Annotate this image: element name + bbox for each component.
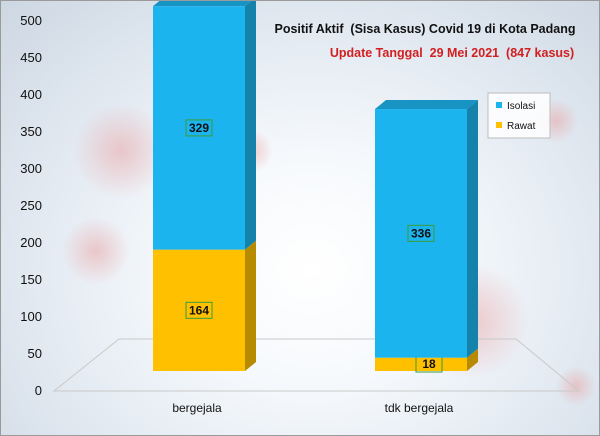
- chart-subtitle: Update Tanggal 29 Mei 2021 (847 kasus): [330, 46, 574, 60]
- x-category-label: tdk bergejala: [385, 401, 454, 415]
- x-axis: bergejala tdk bergejala: [172, 401, 453, 415]
- bar-top-face: [375, 100, 478, 110]
- bar-front-face: [153, 249, 245, 371]
- y-tick-label: 350: [20, 124, 42, 139]
- data-label-text: 164: [189, 303, 209, 317]
- bars-group: 164 329 18 336: [153, 1, 478, 373]
- legend-swatch: [496, 122, 502, 128]
- bar-side-face: [467, 100, 478, 358]
- data-label-box: [185, 119, 213, 137]
- data-label-text: 329: [189, 121, 209, 135]
- y-tick-label: 300: [20, 161, 42, 176]
- y-tick-label: 450: [20, 50, 42, 65]
- y-axis: 0 50 100 150 200 250 300 350 400 450 500: [20, 13, 42, 398]
- bar-side-face: [467, 348, 478, 371]
- virus-blob: [556, 366, 596, 406]
- y-tick-label: 150: [20, 272, 42, 287]
- chart-titles: Positif Aktif (Sisa Kasus) Covid 19 di K…: [275, 22, 576, 60]
- chart-floor: [52, 338, 581, 392]
- bar-front-face: [375, 357, 467, 371]
- chart-title: Positif Aktif (Sisa Kasus) Covid 19 di K…: [275, 22, 576, 36]
- data-label-box: [407, 224, 435, 242]
- bar-segment-isolasi: [153, 1, 256, 250]
- legend: Isolasi Rawat: [487, 92, 551, 139]
- legend-swatch: [496, 102, 502, 108]
- y-tick-label: 100: [20, 309, 42, 324]
- y-tick-label: 400: [20, 87, 42, 102]
- bar-top-face: [153, 1, 252, 7]
- data-label: 164: [185, 301, 213, 319]
- legend-box: [487, 92, 551, 139]
- bar-segment-rawat: [153, 240, 256, 371]
- data-label: 336: [407, 224, 435, 242]
- bar-side-face: [245, 1, 256, 250]
- floor-plane: [52, 338, 581, 392]
- y-tick-label: 500: [20, 13, 42, 28]
- y-tick-label: 250: [20, 198, 42, 213]
- data-label-text: 18: [422, 357, 436, 371]
- bar-segment-rawat: [375, 348, 478, 371]
- bar-segment-isolasi: [375, 100, 478, 358]
- data-label: 329: [185, 119, 213, 137]
- y-tick-label: 200: [20, 235, 42, 250]
- virus-blob: [73, 103, 169, 199]
- bar-front-face: [375, 109, 467, 358]
- virus-blob: [62, 217, 130, 285]
- bar-front-face: [153, 6, 245, 250]
- data-label-box: [185, 301, 213, 319]
- background-virus-image: [62, 99, 596, 406]
- y-tick-label: 50: [28, 346, 42, 361]
- data-label-text: 336: [411, 226, 431, 240]
- legend-label: Isolasi: [507, 101, 535, 112]
- x-category-label: bergejala: [172, 401, 222, 415]
- legend-label: Rawat: [507, 121, 536, 132]
- bar-side-face: [245, 240, 256, 371]
- y-tick-label: 0: [35, 383, 42, 398]
